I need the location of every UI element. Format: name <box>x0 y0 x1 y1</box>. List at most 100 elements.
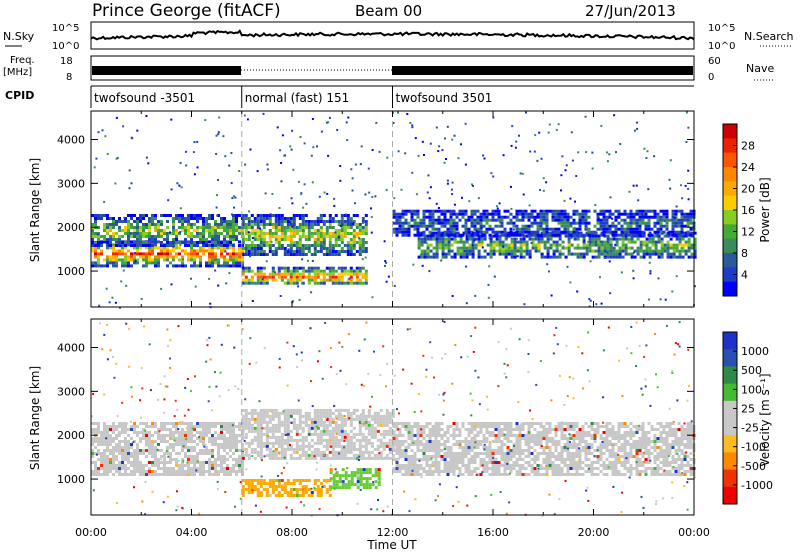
range-cell <box>184 434 187 437</box>
range-cell <box>564 169 567 172</box>
range-cell <box>223 244 226 247</box>
range-cell <box>223 217 226 220</box>
nsky-tick-top: 10^5 <box>52 23 79 34</box>
range-cell <box>337 244 341 247</box>
range-cell <box>388 456 392 460</box>
range-cell <box>539 233 543 237</box>
range-cell <box>91 473 94 476</box>
range-cell <box>528 249 532 253</box>
range-cell <box>507 252 511 256</box>
range-cell <box>475 229 478 232</box>
range-cell <box>202 238 205 241</box>
range-cell <box>582 255 586 259</box>
range-cell <box>617 209 621 213</box>
range-cell <box>331 275 335 279</box>
range-cell <box>319 420 323 424</box>
range-cell <box>477 255 481 259</box>
range-cell <box>322 423 326 427</box>
range-cell <box>373 456 377 460</box>
range-cell <box>437 428 441 431</box>
range-cell <box>358 278 362 282</box>
range-cell <box>602 227 606 231</box>
range-cell <box>446 230 450 234</box>
range-cell <box>470 212 474 216</box>
range-cell <box>687 237 691 241</box>
range-cell <box>181 220 184 223</box>
range-cell <box>259 441 263 445</box>
range-cell <box>278 266 281 269</box>
range-cell <box>346 414 350 418</box>
range-cell <box>136 249 139 253</box>
range-cell <box>97 252 100 256</box>
range-cell <box>97 246 100 250</box>
range-cell <box>139 464 142 467</box>
range-cell <box>112 220 115 223</box>
range-cell <box>337 272 341 276</box>
range-cell <box>615 240 619 244</box>
range-cell <box>202 220 205 223</box>
range-cell <box>216 194 218 197</box>
range-cell <box>262 272 266 276</box>
range-cell <box>467 473 471 476</box>
range-cell <box>416 467 420 470</box>
range-cell <box>251 300 254 302</box>
range-cell <box>139 214 142 217</box>
range-cell <box>328 420 332 424</box>
range-cell <box>169 455 172 458</box>
range-cell <box>109 428 112 431</box>
range-cell <box>343 432 347 436</box>
range-cell <box>295 491 299 494</box>
range-cell <box>217 223 220 226</box>
nsky-trace <box>90 29 695 41</box>
range-cell <box>280 180 283 183</box>
range-cell <box>545 227 549 231</box>
range-cell <box>413 434 417 437</box>
range-cell <box>502 245 505 248</box>
range-cell <box>262 278 266 282</box>
range-cell <box>447 246 451 250</box>
range-cell <box>615 243 619 247</box>
range-cell <box>480 234 484 238</box>
range-cell <box>215 206 218 209</box>
range-cell <box>232 246 235 250</box>
range-cell <box>157 252 160 256</box>
range-cell <box>401 224 405 228</box>
range-cell <box>226 220 229 223</box>
range-cell <box>455 452 459 455</box>
range-cell <box>244 479 248 482</box>
range-cell <box>407 443 411 446</box>
range-cell <box>157 464 160 467</box>
range-cell <box>241 453 245 457</box>
range-cell <box>127 440 130 443</box>
range-cell <box>681 197 684 200</box>
range-cell <box>199 422 202 425</box>
range-cell <box>226 226 229 229</box>
range-cell <box>133 464 136 467</box>
range-cell <box>480 240 484 244</box>
range-cell <box>334 408 338 412</box>
range-cell <box>485 218 489 222</box>
range-cell <box>534 134 537 137</box>
range-cell <box>510 252 514 256</box>
range-cell <box>472 232 475 234</box>
range-cell <box>635 184 638 187</box>
range-cell <box>169 443 172 446</box>
range-cell <box>675 246 679 250</box>
range-cell <box>262 414 266 418</box>
range-cell <box>145 241 148 244</box>
range-cell <box>328 272 332 276</box>
range-cell <box>259 485 263 488</box>
range-cell <box>118 470 121 473</box>
range-cell <box>410 437 414 440</box>
range-cell <box>648 261 651 264</box>
range-cell <box>235 229 238 232</box>
range-cell <box>683 215 687 219</box>
range-cell <box>178 226 181 229</box>
range-cell <box>495 205 498 208</box>
range-cell <box>392 212 396 216</box>
range-cell <box>214 464 217 467</box>
range-cell <box>261 278 264 281</box>
range-cell <box>325 491 329 494</box>
range-cell <box>361 423 365 427</box>
range-cell <box>677 209 681 213</box>
